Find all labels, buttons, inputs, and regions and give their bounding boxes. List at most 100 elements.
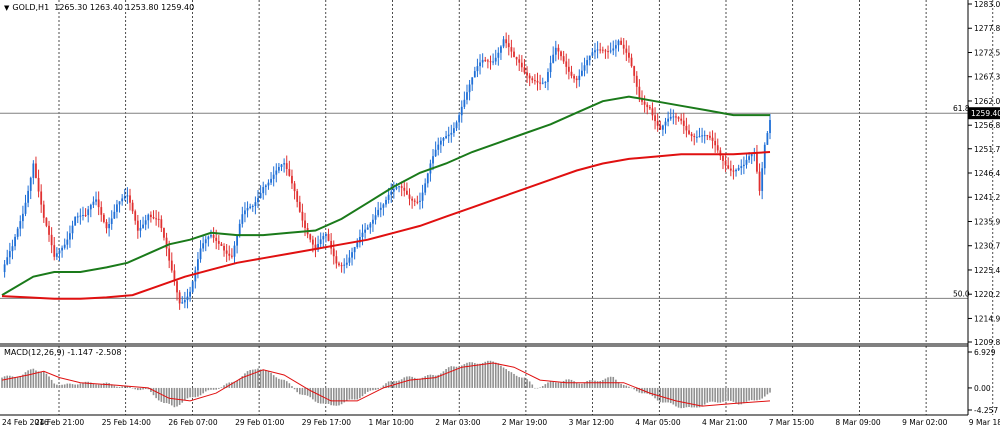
macd-values: -1.147 -2.508: [67, 348, 122, 357]
candle-body: [42, 204, 45, 218]
macd-histogram-bar: [32, 368, 35, 388]
macd-histogram-bar: [335, 387, 338, 406]
macd-histogram-bar: [523, 377, 526, 388]
macd-histogram-bar: [314, 387, 317, 402]
macd-histogram-bar: [79, 383, 82, 388]
candle-body: [61, 247, 63, 251]
macd-histogram-bar: [129, 386, 131, 388]
macd-histogram-bar: [225, 383, 228, 388]
candle-body: [541, 82, 544, 84]
macd-histogram-bar: [479, 363, 481, 388]
time-tick-label: 24 Feb 2016: [2, 418, 49, 427]
macd-histogram-bar: [547, 382, 549, 388]
macd-histogram-bar: [638, 387, 641, 393]
macd-histogram-bar: [131, 387, 134, 389]
macd-histogram-bar: [398, 380, 400, 388]
fibonacci-levels: 61.8 50.0: [0, 104, 970, 299]
macd-histogram-bar: [505, 369, 507, 388]
macd-histogram-bar: [534, 387, 536, 389]
macd-histogram-bar: [557, 382, 560, 388]
price-tick-label: 1251.70: [974, 145, 1000, 154]
candle-body: [173, 270, 176, 282]
candle-body: [667, 118, 670, 122]
candle-body: [202, 243, 205, 249]
macd-histogram-bar: [123, 385, 126, 388]
candle-body: [264, 185, 267, 188]
candle-body: [40, 191, 43, 205]
candle-body: [199, 248, 202, 260]
macd-histogram-bar: [620, 383, 622, 388]
candle-body: [745, 159, 748, 165]
macd-histogram-bar: [413, 377, 416, 388]
macd-tick-label: 0.00: [974, 384, 991, 393]
time-tick-label: 8 Mar 09:00: [835, 418, 881, 427]
macd-histogram-bar: [756, 387, 758, 401]
candle-body: [567, 66, 570, 72]
candle-body: [763, 144, 766, 169]
candle-body: [272, 174, 275, 179]
macd-histogram-bar: [492, 361, 494, 388]
macd-histogram-bar: [680, 387, 682, 409]
candle-body: [291, 175, 293, 184]
candle-body: [55, 253, 58, 257]
candle-body: [37, 177, 40, 192]
candle-body: [761, 168, 764, 191]
candle-body: [246, 207, 249, 211]
macd-histogram-bar: [416, 378, 419, 388]
candle-body: [165, 237, 168, 249]
macd-histogram-bar: [740, 387, 743, 405]
macd-histogram-bar: [466, 362, 468, 388]
macd-histogram-bar: [210, 387, 212, 390]
candle-body: [377, 209, 380, 216]
candle-body: [353, 247, 356, 253]
candle-body: [338, 263, 340, 266]
candle-body: [437, 144, 440, 150]
candle-body: [82, 215, 84, 217]
candle-body: [536, 80, 539, 83]
candle-body: [628, 52, 630, 58]
candle-body: [35, 163, 37, 178]
candle-body: [343, 264, 346, 266]
macd-histogram-bar: [761, 387, 763, 399]
candle-body: [71, 225, 74, 234]
macd-histogram-bar: [351, 387, 353, 400]
macd-histogram-bar: [385, 383, 387, 388]
macd-histogram-bar: [29, 369, 32, 388]
fib-level-label: 50.0: [953, 289, 970, 298]
macd-histogram-bar: [659, 387, 662, 403]
candle-body: [562, 56, 565, 62]
macd-histogram-bar: [22, 374, 24, 388]
candle-body: [123, 196, 126, 199]
time-tick-label: 1 Mar 10:00: [369, 418, 415, 427]
candle-body: [311, 239, 314, 245]
candle-body: [742, 164, 745, 167]
macd-histogram-bar: [312, 387, 314, 400]
macd-histogram-bar: [487, 360, 489, 388]
dropdown-triangle-icon[interactable]: ▼: [4, 4, 10, 12]
macd-histogram-bar: [202, 387, 204, 394]
candle-body: [48, 225, 50, 235]
fib-level-label: 61.8: [953, 104, 970, 113]
macd-histogram-bar: [701, 387, 703, 407]
candle-body: [351, 252, 353, 258]
candle-body: [230, 255, 233, 257]
candle-body: [505, 39, 508, 44]
macd-histogram-bar: [42, 371, 45, 388]
macd-histogram-bar: [27, 370, 29, 388]
macd-histogram-bar: [63, 384, 66, 388]
candle-body: [189, 291, 191, 297]
macd-histogram-bar: [753, 387, 756, 401]
candle-body: [614, 45, 617, 49]
candle-body: [100, 207, 103, 215]
candle-body: [160, 219, 163, 229]
candle-body: [176, 281, 178, 293]
macd-histogram-bar: [763, 387, 766, 397]
macd-histogram-bar: [191, 387, 194, 398]
price-tick-label: 1283.05: [974, 0, 1000, 9]
time-tick-label: 9 Mar 18:00: [969, 418, 1000, 427]
candle-body: [330, 240, 333, 249]
candle-body: [244, 210, 246, 215]
candle-body: [183, 300, 186, 303]
